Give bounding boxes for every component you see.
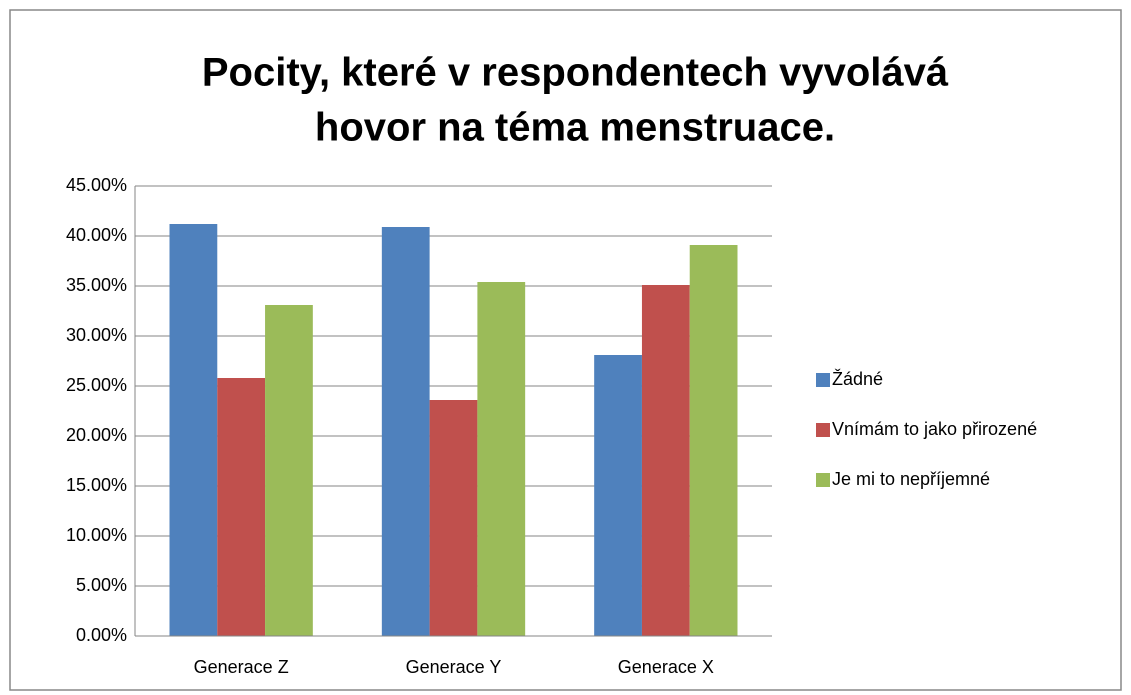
y-tick-label: 15.00% [66,475,127,495]
bar [169,224,218,636]
bar [265,305,313,636]
bar [641,285,690,636]
bar [689,245,738,636]
x-tick-label: Generace Y [406,657,502,677]
bar [477,282,526,636]
y-tick-label: 35.00% [66,275,127,295]
x-tick-label: Generace Z [194,657,289,677]
legend-swatch [816,423,830,437]
bar [429,400,478,636]
legend-label: Vnímám to jako přirozené [832,419,1037,439]
x-tick-label: Generace X [618,657,714,677]
y-tick-label: 20.00% [66,425,127,445]
legend-label: Je mi to nepříjemné [832,469,990,489]
y-tick-label: 30.00% [66,325,127,345]
y-tick-label: 10.00% [66,525,127,545]
legend-swatch [816,373,830,387]
legend-label: Žádné [832,369,883,389]
y-tick-label: 40.00% [66,225,127,245]
chart-title: Pocity, které v respondentech vyvolává [202,51,949,95]
y-tick-label: 25.00% [66,375,127,395]
y-tick-label: 5.00% [76,575,127,595]
bar [217,378,266,636]
y-tick-label: 0.00% [76,625,127,645]
legend-swatch [816,473,830,487]
chart-title: hovor na téma menstruace. [315,106,835,150]
bar [381,227,430,636]
bar [594,355,642,636]
y-tick-label: 45.00% [66,175,127,195]
